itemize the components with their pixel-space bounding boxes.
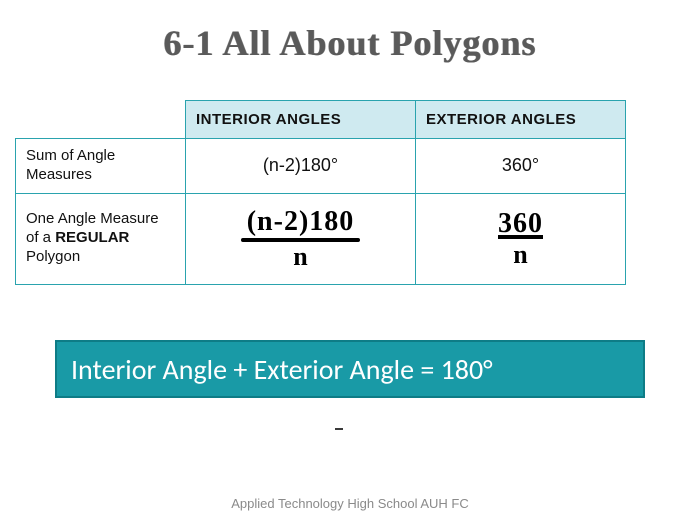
equation-banner: Interior Angle + Exterior Angle = 180° (55, 340, 645, 398)
slide-title: 6-1 All About Polygons (0, 0, 700, 64)
angles-table: INTERIOR ANGLES EXTERIOR ANGLES Sum of A… (15, 100, 626, 285)
sum-interior: (n-2)180° (186, 139, 416, 194)
interior-fraction: (n-2)180 n (241, 208, 361, 270)
exterior-fraction: 360 n (492, 210, 549, 268)
row-one-label: One Angle Measure of a REGULAR Polygon (16, 193, 186, 284)
interior-denominator: n (293, 242, 307, 270)
exterior-numerator: 360 (492, 210, 549, 240)
blank-corner (16, 101, 186, 139)
interior-numerator: (n-2)180 (241, 208, 361, 238)
row2-label-reg: REGULAR (55, 229, 129, 246)
exterior-denominator: n (513, 240, 527, 268)
sum-exterior: 360° (416, 139, 626, 194)
col-header-interior: INTERIOR ANGLES (186, 101, 416, 139)
stray-dash (335, 428, 343, 430)
one-exterior: 360 n (416, 193, 626, 284)
col-header-exterior: EXTERIOR ANGLES (416, 101, 626, 139)
row-sum-label: Sum of Angle Measures (16, 139, 186, 194)
row2-label-b: of a (26, 229, 55, 246)
row2-label-a: One Angle Measure (26, 210, 159, 227)
row2-label-c: Polygon (26, 248, 80, 265)
one-interior: (n-2)180 n (186, 193, 416, 284)
footer-text: Applied Technology High School AUH FC (0, 496, 700, 511)
